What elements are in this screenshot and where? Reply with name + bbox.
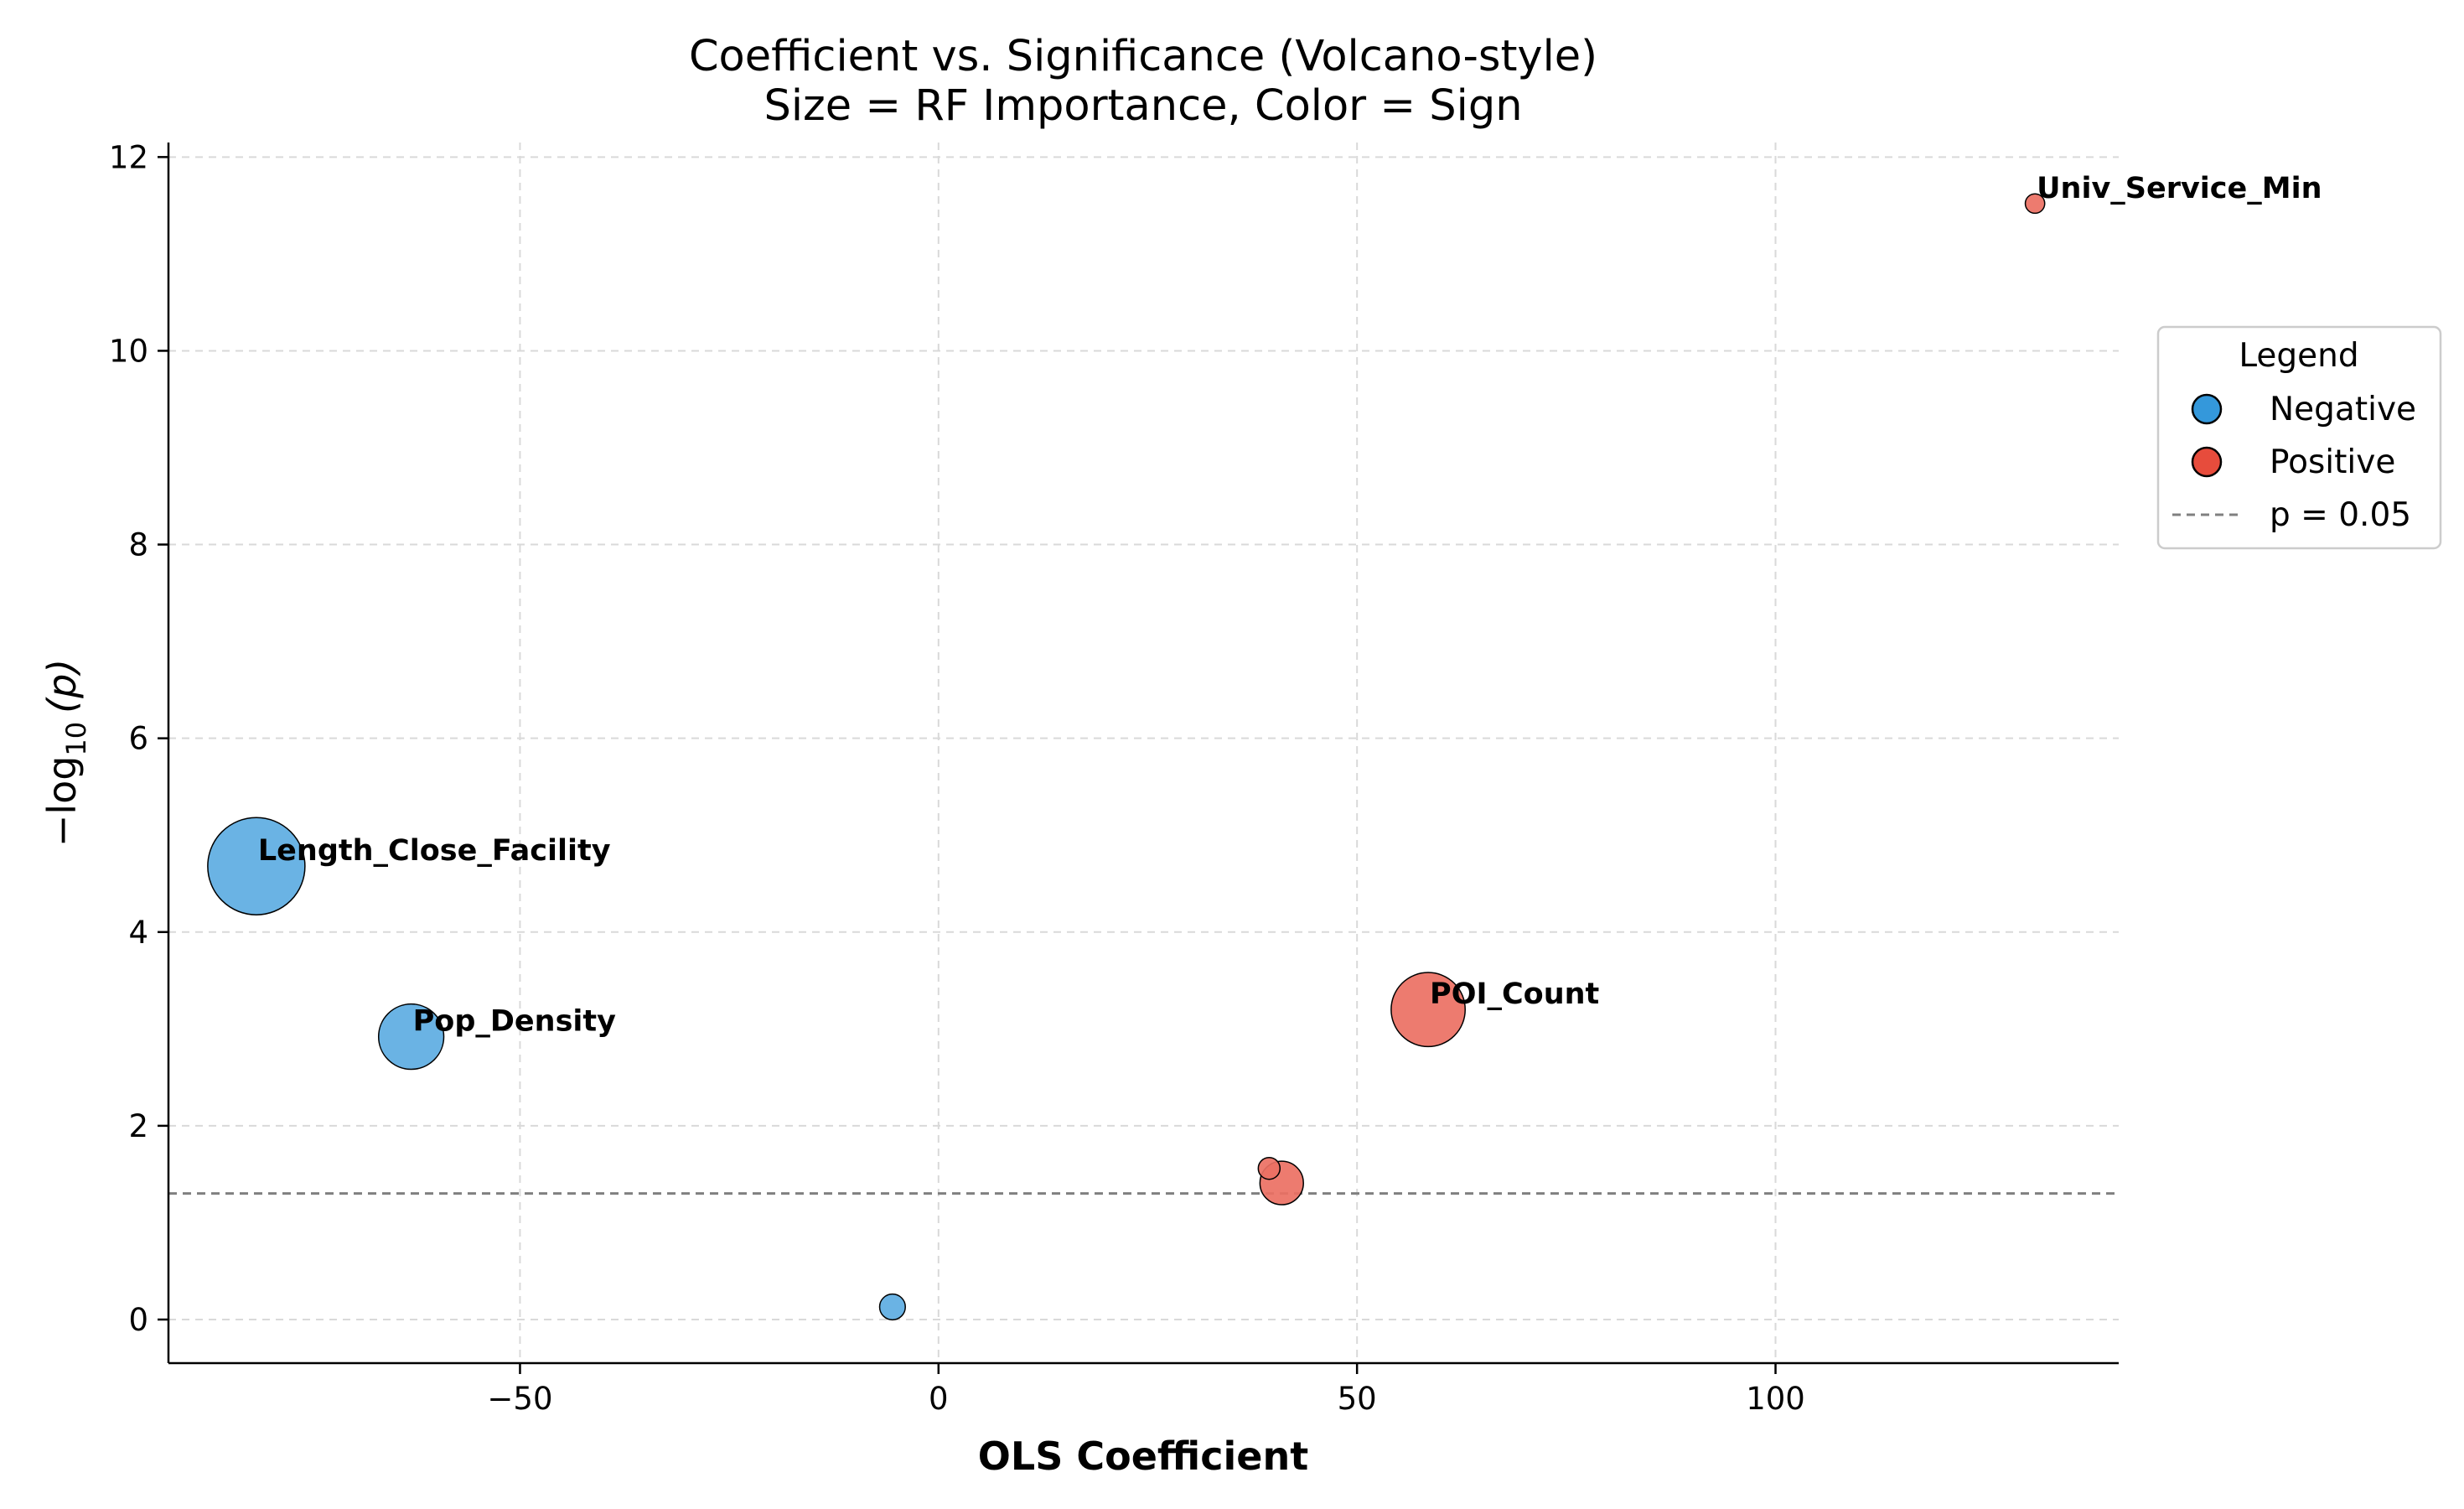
legend-marker-positive	[2191, 446, 2223, 478]
x-tick-label: −50	[487, 1381, 552, 1417]
y-tick-label: 2	[128, 1108, 148, 1144]
y-tick-label: 6	[128, 721, 148, 757]
x-axis-label: OLS Coefficient	[978, 1434, 1308, 1479]
y-tick-label: 10	[109, 333, 148, 369]
legend-label-threshold: p = 0.05	[2270, 496, 2411, 534]
annotation-layer: Length_Close_Facility Pop_Density POI_Coun…	[258, 172, 2322, 1039]
point-annotation: Pop_Density	[413, 1005, 617, 1039]
y-tick-label: 4	[128, 915, 148, 951]
point-annotation: POI_Count	[1430, 977, 1599, 1011]
grid-layer	[168, 143, 2119, 1363]
legend-label-negative: Negative	[2270, 391, 2416, 428]
chart-subtitle: Size = RF Importance, Color = Sign	[764, 81, 1522, 131]
data-point-positive	[1257, 1157, 1281, 1180]
points-layer	[207, 193, 2046, 1321]
ticks-layer: −50 0 50 100 0 2 4 6 8 10 12	[109, 139, 1805, 1417]
legend-title: Legend	[2239, 337, 2358, 375]
data-point-positive	[2024, 193, 2046, 215]
x-tick-label: 100	[1746, 1381, 1805, 1417]
y-axis-label-argument: (p)	[39, 659, 85, 713]
y-tick-label: 0	[128, 1302, 148, 1338]
data-point-positive	[1390, 972, 1466, 1048]
y-tick-label: 8	[128, 527, 148, 563]
axes-layer	[167, 143, 2119, 1365]
y-axis-label-main: −log	[39, 756, 85, 848]
legend-marker-negative	[2191, 393, 2223, 425]
y-axis-label: −log10 (p)	[39, 659, 92, 847]
data-point-negative	[878, 1293, 906, 1321]
point-annotation: Length_Close_Facility	[258, 834, 611, 868]
data-point-negative	[207, 817, 306, 915]
legend: Legend Negative Positive p = 0.05	[2156, 325, 2442, 550]
y-axis-label-subscript: 10	[60, 722, 92, 756]
data-point-negative	[377, 1003, 445, 1071]
x-tick-label: 50	[1338, 1381, 1377, 1417]
point-annotation: Univ_Service_Min	[2037, 172, 2322, 205]
legend-frame	[2156, 325, 2442, 550]
chart-title: Coefficient vs. Significance (Volcano-st…	[689, 32, 1597, 81]
legend-label-positive: Positive	[2270, 443, 2395, 481]
x-tick-label: 0	[929, 1381, 949, 1417]
y-tick-label: 12	[109, 139, 148, 175]
